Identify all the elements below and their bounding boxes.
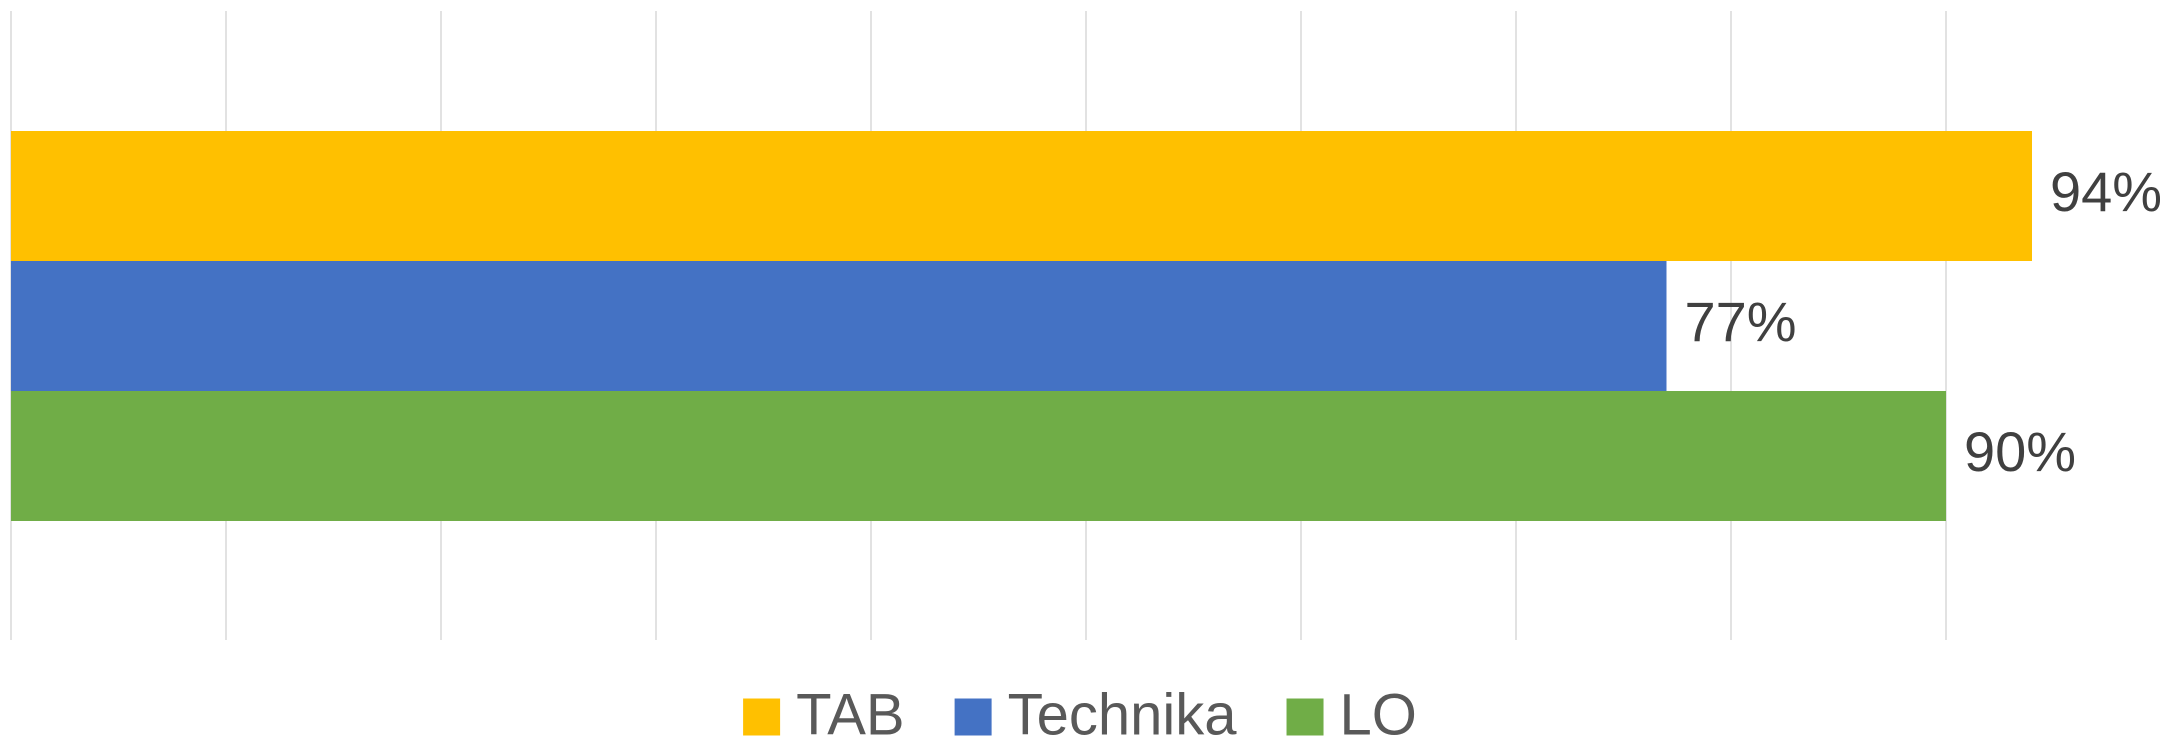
bar [11,391,1946,521]
bar [11,261,1667,391]
value-label: 94% [2050,160,2160,223]
legend-swatch [1286,698,1324,736]
legend-label: TAB [796,682,905,745]
value-label: 90% [1964,420,2076,483]
value-label: 77% [1685,290,1797,353]
legend-swatch [954,698,992,736]
legend-label: LO [1340,682,1417,745]
bar [11,131,2032,261]
legend-swatch [743,698,781,736]
legend-label: Technika [1008,682,1238,745]
